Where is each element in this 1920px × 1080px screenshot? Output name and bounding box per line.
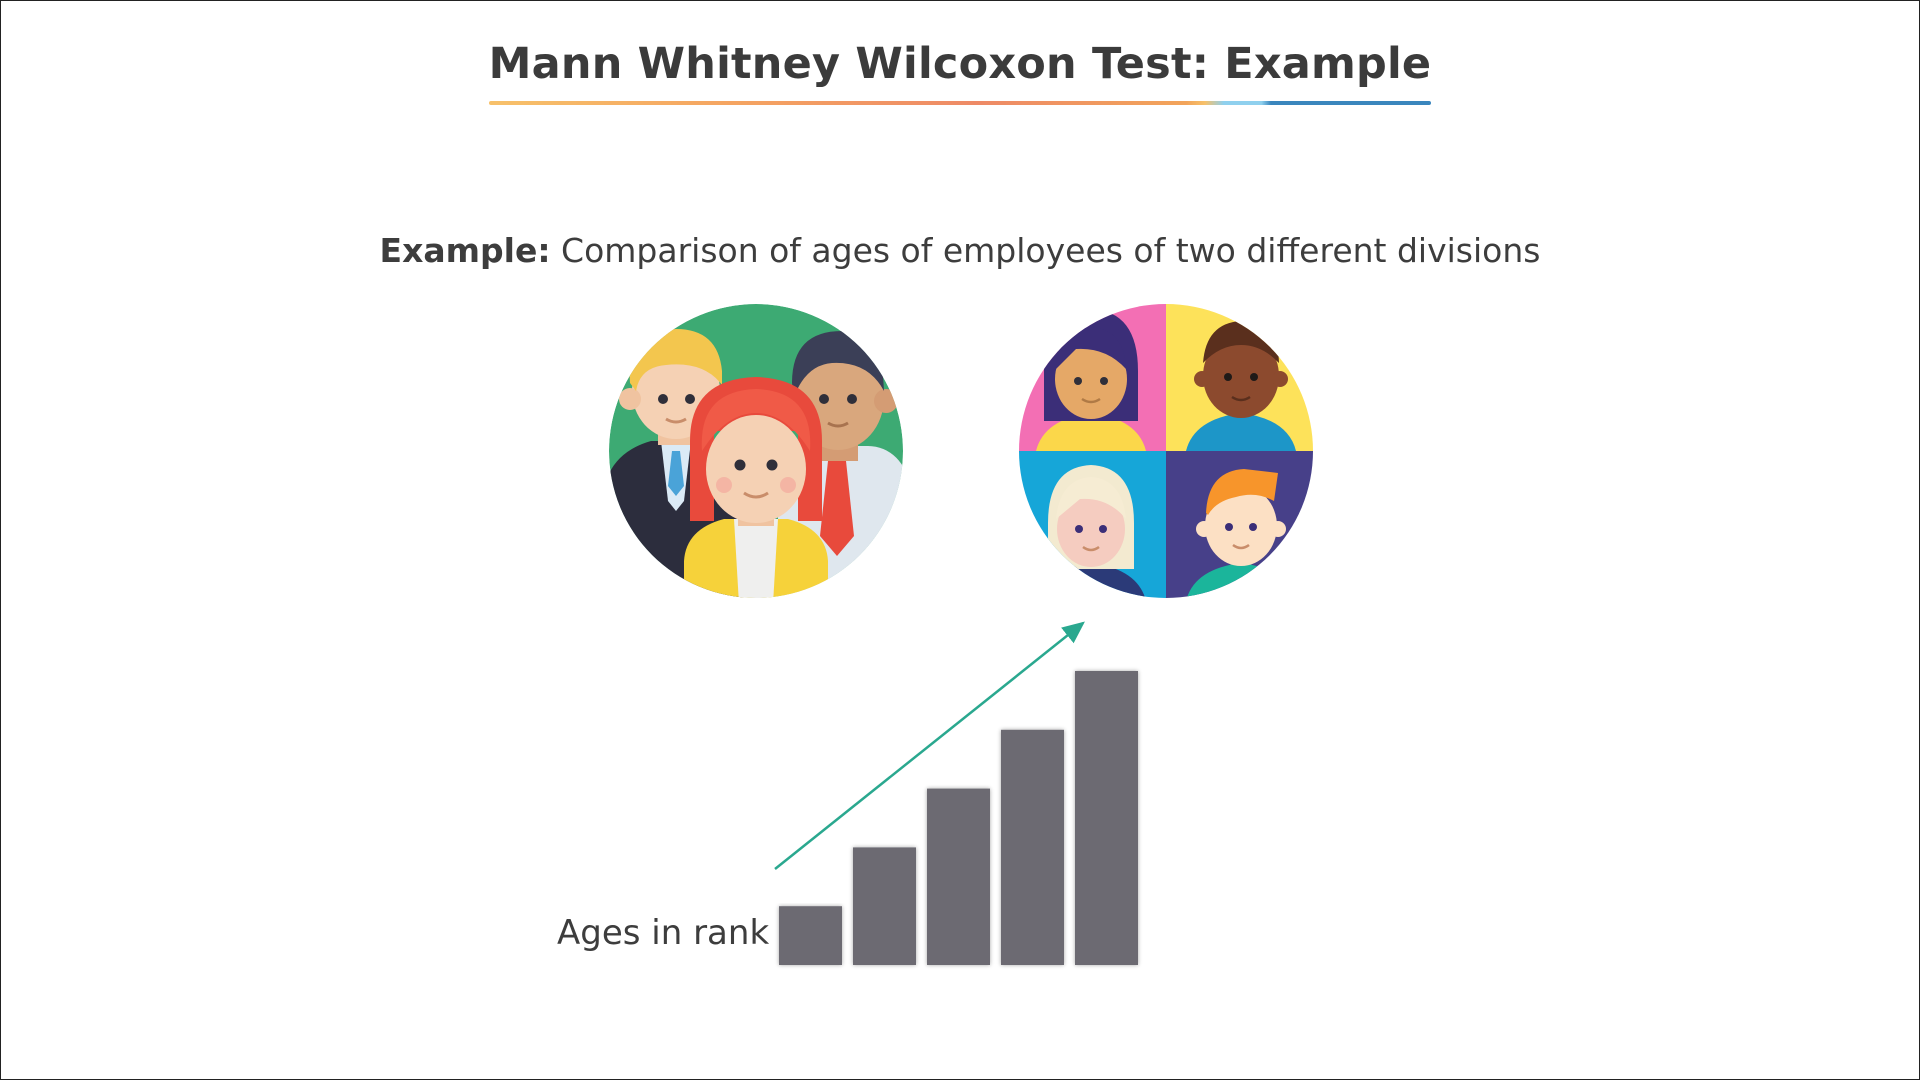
rank-bar-3	[927, 788, 990, 965]
subtitle-label: Example:	[379, 231, 551, 270]
rank-bar-5	[1075, 671, 1138, 965]
rank-bar-2	[853, 847, 916, 965]
slide-title-text: Mann Whitney Wilcoxon Test: Example	[488, 39, 1432, 89]
ranks-label: Ages in rank	[557, 913, 770, 953]
slide-subtitle: Example: Comparison of ages of employees…	[1, 231, 1919, 270]
rank-bar-1	[779, 906, 842, 965]
trend-arrow	[774, 621, 1085, 870]
title-wrap: Mann Whitney Wilcoxon Test: Example	[1, 39, 1919, 105]
rank-bar-chart	[774, 621, 1138, 965]
rank-bar-4	[1001, 729, 1064, 965]
employee-grid-icon	[1019, 304, 1313, 598]
subtitle-text: Comparison of ages of employees of two d…	[550, 231, 1541, 270]
bars-group	[779, 671, 1138, 965]
slide-title: Mann Whitney Wilcoxon Test: Example	[488, 39, 1432, 105]
title-underline	[488, 101, 1432, 105]
group-of-employees-icon	[609, 304, 903, 598]
